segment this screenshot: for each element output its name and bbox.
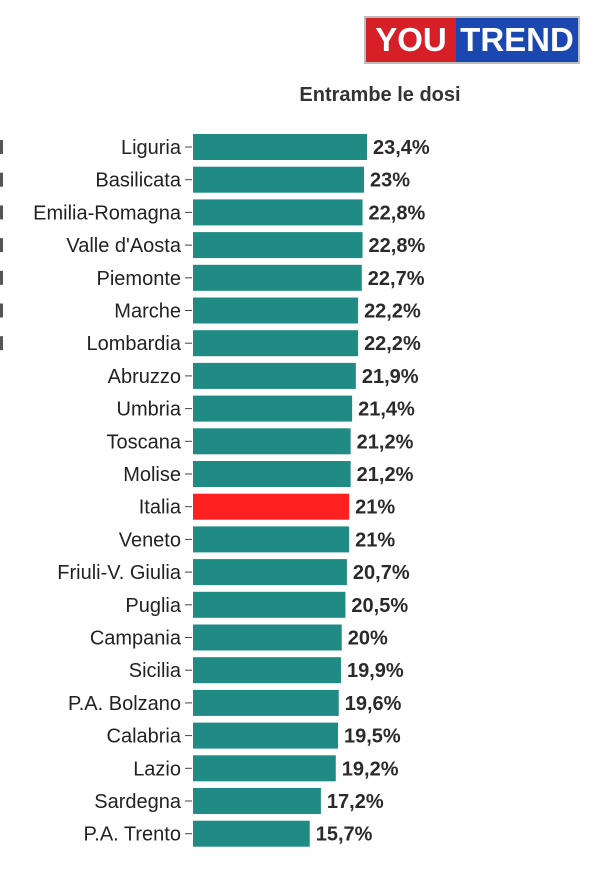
- bar: [193, 559, 347, 586]
- bar: [193, 624, 342, 651]
- bar: [193, 526, 350, 553]
- value-label: 21,9%: [362, 366, 419, 388]
- value-label: 15,7%: [316, 824, 373, 846]
- bar: [193, 264, 362, 291]
- cropped-edge-mark: [0, 238, 3, 253]
- category-label: P.A. Trento: [84, 824, 181, 846]
- youtrend-logo: YOU TREND: [364, 16, 580, 64]
- logo-you: YOU: [366, 18, 456, 62]
- value-label: 22,2%: [364, 301, 421, 323]
- logo-trend: TREND: [456, 18, 578, 62]
- category-label: Puglia: [125, 595, 181, 617]
- cropped-edge-mark: [0, 140, 3, 154]
- category-label: Sardegna: [94, 791, 182, 813]
- category-label: Veneto: [119, 529, 181, 551]
- cropped-edge-mark: [0, 336, 3, 351]
- category-label: Campania: [90, 628, 182, 650]
- bar: [193, 330, 359, 357]
- category-label: Lombardia: [86, 333, 181, 355]
- cropped-edge-mark: [0, 172, 3, 187]
- bar: [193, 689, 339, 716]
- value-label: 20,7%: [353, 562, 410, 584]
- value-label: 21%: [355, 497, 395, 519]
- category-label: Sicilia: [129, 660, 182, 682]
- bar: [193, 232, 363, 259]
- category-label: Valle d'Aosta: [66, 235, 182, 257]
- cropped-edge-mark: [0, 303, 3, 318]
- value-label: 17,2%: [327, 791, 384, 813]
- value-label: 19,2%: [342, 758, 399, 780]
- value-label: 21,2%: [357, 464, 414, 486]
- category-label: P.A. Bolzano: [68, 693, 181, 715]
- bar: [193, 199, 363, 226]
- bar: [193, 297, 359, 324]
- value-label: 20%: [348, 628, 388, 650]
- category-label: Calabria: [107, 726, 182, 748]
- bar: [193, 166, 365, 193]
- value-label: 19,5%: [344, 726, 401, 748]
- category-label: Friuli-V. Giulia: [57, 562, 182, 584]
- bar: [193, 722, 338, 749]
- cropped-edge-mark: [0, 205, 3, 220]
- category-label: Marche: [114, 301, 181, 323]
- value-label: 21,2%: [357, 431, 414, 453]
- value-label: 22,7%: [368, 268, 425, 290]
- category-label: Basilicata: [95, 170, 181, 192]
- bar: [193, 362, 356, 389]
- cropped-edge-mark: [0, 270, 3, 285]
- value-label: 19,9%: [347, 660, 404, 682]
- value-label: 23,4%: [373, 137, 430, 159]
- category-label: Toscana: [107, 431, 182, 453]
- value-label: 22,2%: [364, 333, 421, 355]
- value-label: 19,6%: [345, 693, 402, 715]
- bar: [193, 788, 321, 814]
- bar: [193, 461, 351, 487]
- bar: [193, 428, 351, 455]
- bar: [193, 395, 353, 422]
- category-label: Italia: [139, 497, 182, 519]
- category-label: Molise: [123, 464, 181, 486]
- category-label: Piemonte: [97, 268, 182, 290]
- bar: [193, 657, 341, 684]
- category-label: Umbria: [117, 399, 182, 421]
- bar-highlight: [193, 493, 350, 520]
- value-label: 21%: [355, 529, 395, 551]
- value-label: 23%: [370, 170, 410, 192]
- value-label: 20,5%: [351, 595, 408, 617]
- bar: [193, 755, 336, 782]
- value-label: 21,4%: [358, 399, 415, 421]
- category-label: Emilia-Romagna: [33, 202, 182, 224]
- bar: [193, 820, 310, 847]
- category-label: Lazio: [133, 758, 181, 780]
- value-label: 22,8%: [369, 235, 426, 257]
- category-label: Liguria: [121, 137, 182, 159]
- category-label: Abruzzo: [108, 366, 181, 388]
- value-label: 22,8%: [369, 202, 426, 224]
- chart-title: Entrambe le dosi: [299, 84, 461, 106]
- bar: [193, 134, 367, 160]
- bar: [193, 591, 346, 618]
